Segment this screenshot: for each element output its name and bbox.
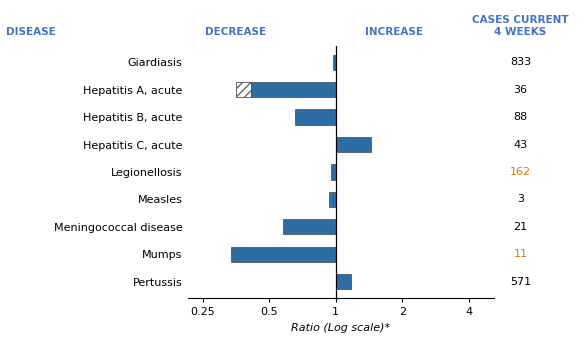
Bar bbox=[251, 82, 336, 97]
Bar bbox=[331, 164, 336, 180]
Text: 88: 88 bbox=[513, 112, 527, 122]
Bar bbox=[295, 110, 336, 125]
Text: 21: 21 bbox=[513, 222, 527, 232]
Bar bbox=[236, 82, 251, 97]
Bar bbox=[333, 54, 336, 69]
X-axis label: Ratio (Log scale)*: Ratio (Log scale)* bbox=[292, 323, 390, 333]
Bar bbox=[336, 274, 351, 290]
Bar bbox=[230, 247, 336, 262]
Bar bbox=[283, 219, 336, 234]
Text: INCREASE: INCREASE bbox=[365, 27, 423, 37]
Bar bbox=[336, 137, 370, 152]
Text: 11: 11 bbox=[513, 250, 527, 259]
Text: DISEASE: DISEASE bbox=[6, 27, 56, 37]
Text: 43: 43 bbox=[513, 139, 527, 150]
Text: 571: 571 bbox=[510, 277, 531, 287]
Text: 3: 3 bbox=[517, 194, 524, 205]
Bar bbox=[329, 192, 336, 207]
Text: CASES CURRENT
4 WEEKS: CASES CURRENT 4 WEEKS bbox=[472, 15, 569, 37]
Text: 162: 162 bbox=[510, 167, 531, 177]
Text: 36: 36 bbox=[513, 85, 527, 94]
Text: 833: 833 bbox=[510, 57, 531, 67]
Text: DECREASE: DECREASE bbox=[205, 27, 266, 37]
